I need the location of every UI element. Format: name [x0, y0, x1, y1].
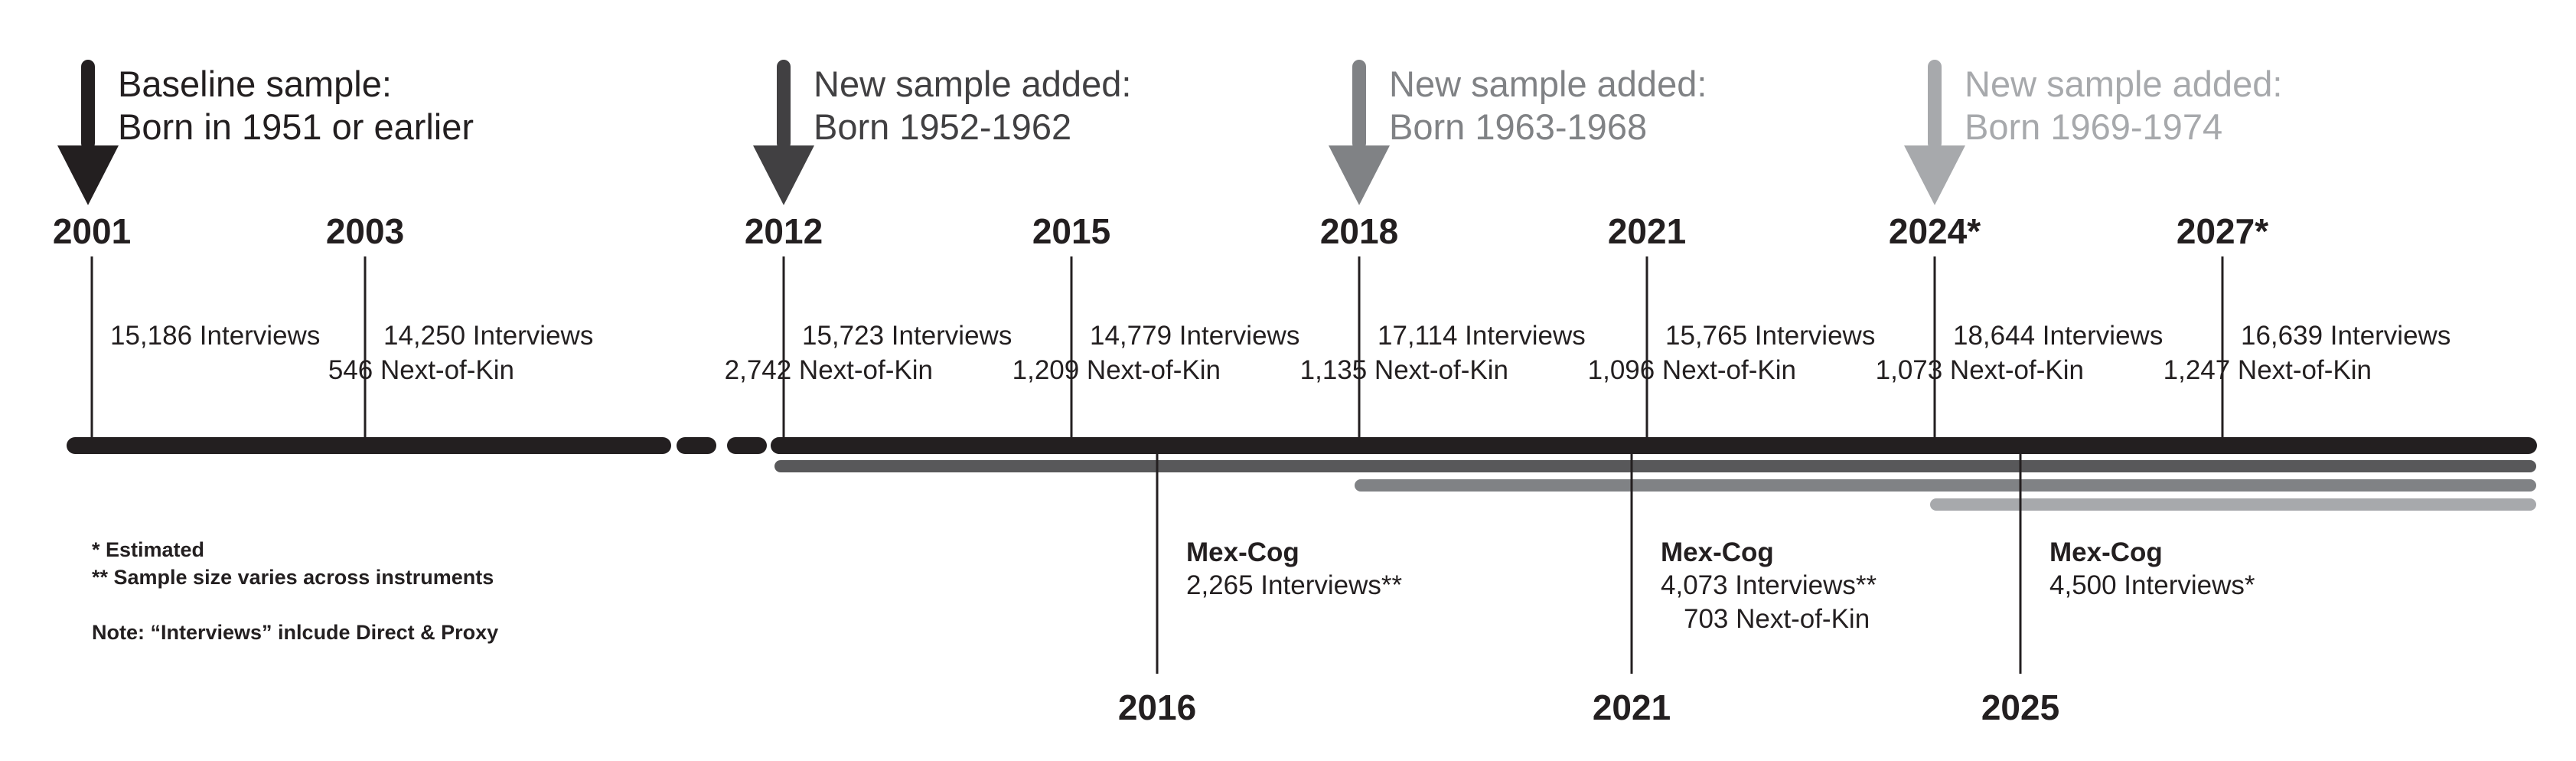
- note-estimated: * Estimated: [92, 538, 205, 561]
- cohort-label-line2: Born 1963-1968: [1389, 106, 1647, 147]
- wave-year: 2021: [1608, 211, 1686, 251]
- wave-interviews: 16,639 Interviews: [2241, 321, 2450, 351]
- down-arrow-head: [1329, 145, 1390, 205]
- cohort-label-line1: New sample added:: [1965, 64, 2282, 104]
- wave-interviews: 14,779 Interviews: [1090, 321, 1299, 351]
- wave-year: 2027*: [2177, 211, 2268, 251]
- down-arrow-icon: [753, 60, 814, 205]
- wave-next-of-kin: 1,209 Next-of-Kin: [1012, 355, 1221, 385]
- note-interviews: Note: “Interviews” inlcude Direct & Prox…: [92, 621, 499, 644]
- wave-year: 2012: [745, 211, 823, 251]
- down-arrow-shaft: [777, 60, 791, 150]
- down-arrow-shaft: [81, 60, 95, 150]
- down-arrow-head: [753, 145, 814, 205]
- note-sample-size: ** Sample size varies across instruments: [92, 566, 494, 589]
- mexcog-interviews: 4,073 Interviews**: [1661, 570, 1877, 600]
- wave-next-of-kin: 1,247 Next-of-Kin: [2164, 355, 2372, 385]
- wave-next-of-kin: 2,742 Next-of-Kin: [725, 355, 933, 385]
- wave-interviews: 15,723 Interviews: [802, 321, 1012, 351]
- wave-year: 2015: [1032, 211, 1110, 251]
- down-arrow-icon: [1904, 60, 1965, 205]
- wave-next-of-kin: 1,135 Next-of-Kin: [1300, 355, 1508, 385]
- wave-interviews: 15,186 Interviews: [110, 321, 320, 351]
- mexcog-interviews: 2,265 Interviews**: [1186, 570, 1402, 600]
- wave-year: 2018: [1320, 211, 1398, 251]
- wave-year: 2024*: [1889, 211, 1981, 251]
- note-spacer: [92, 591, 498, 619]
- mexcog-next-of-kin: 703 Next-of-Kin: [1684, 604, 1870, 634]
- cohort-label-line1: New sample added:: [814, 64, 1131, 104]
- wave-year: 2003: [326, 211, 404, 251]
- down-arrow-icon: [1329, 60, 1390, 205]
- mexcog-year: 2016: [1118, 688, 1196, 727]
- wave-next-of-kin: 1,073 Next-of-Kin: [1876, 355, 2084, 385]
- cohort-label-line2: Born in 1951 or earlier: [118, 106, 474, 147]
- mexcog-title: Mex-Cog: [1661, 537, 1774, 567]
- mexcog-title: Mex-Cog: [1186, 537, 1299, 567]
- wave-year: 2001: [53, 211, 131, 251]
- wave-next-of-kin: 1,096 Next-of-Kin: [1588, 355, 1796, 385]
- mexcog-year: 2025: [1981, 688, 2059, 727]
- mexcog-title: Mex-Cog: [2049, 537, 2163, 567]
- mexcog-year: 2021: [1593, 688, 1671, 727]
- wave-next-of-kin: 546 Next-of-Kin: [328, 355, 514, 385]
- cohort-label-line2: Born 1969-1974: [1965, 106, 2222, 147]
- cohort-label-line2: Born 1952-1962: [814, 106, 1071, 147]
- wave-interviews: 14,250 Interviews: [383, 321, 593, 351]
- wave-interviews: 17,114 Interviews: [1378, 321, 1586, 351]
- down-arrow-head: [1904, 145, 1965, 205]
- wave-interviews: 18,644 Interviews: [1953, 321, 2163, 351]
- down-arrow-shaft: [1352, 60, 1366, 150]
- cohort-label-line1: New sample added:: [1389, 64, 1707, 104]
- cohort-label-line1: Baseline sample:: [118, 64, 392, 104]
- mexcog-interviews: 4,500 Interviews*: [2049, 570, 2255, 600]
- down-arrow-head: [57, 145, 119, 205]
- down-arrow-icon: [57, 60, 119, 205]
- down-arrow-shaft: [1928, 60, 1942, 150]
- wave-interviews: 15,765 Interviews: [1665, 321, 1875, 351]
- notes-block: * Estimated ** Sample size varies across…: [92, 536, 498, 646]
